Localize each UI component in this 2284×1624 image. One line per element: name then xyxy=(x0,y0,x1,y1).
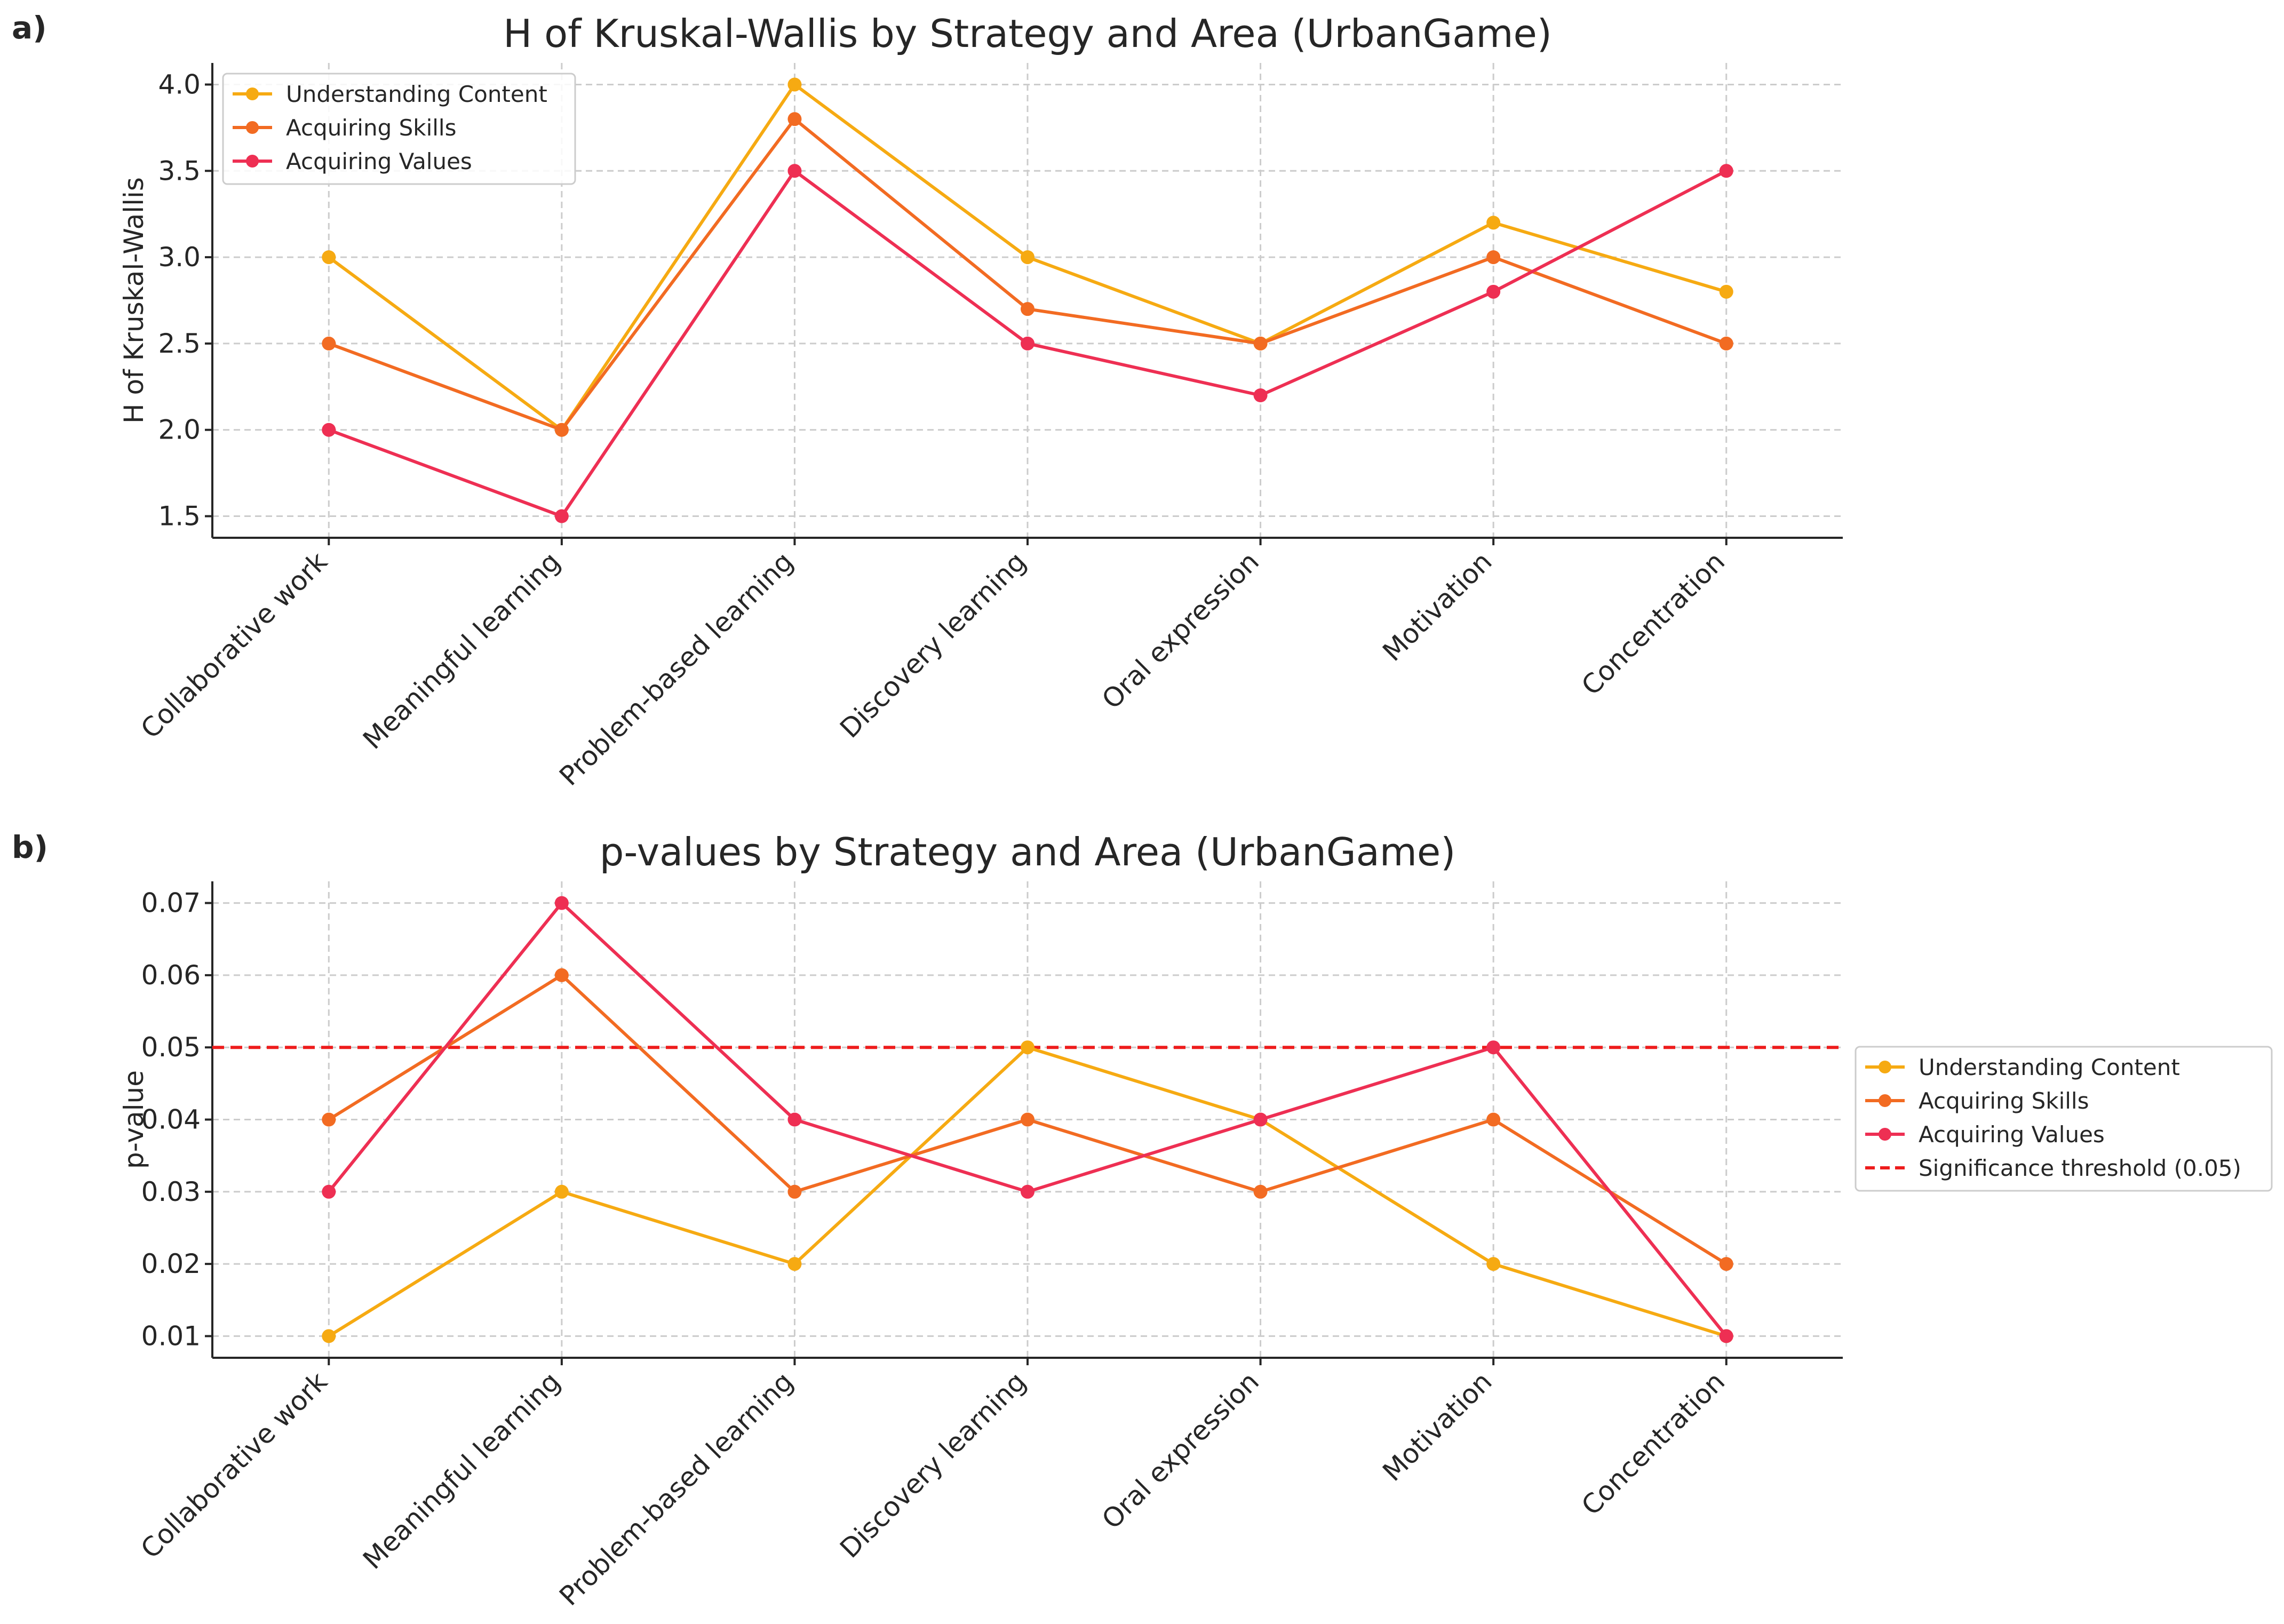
data-point xyxy=(1719,336,1733,351)
y-tick-label: 4.0 xyxy=(158,69,201,100)
data-point xyxy=(322,250,336,265)
legend-label: Acquiring Values xyxy=(1919,1121,2105,1148)
data-point xyxy=(787,77,802,92)
y-tick-label: 0.04 xyxy=(141,1104,201,1135)
legend-label: Acquiring Skills xyxy=(286,115,456,141)
data-point xyxy=(554,1184,569,1199)
data-point xyxy=(787,1184,802,1199)
y-tick-label: 2.5 xyxy=(158,328,201,359)
data-point xyxy=(1486,1040,1501,1055)
legend-item: Understanding Content xyxy=(233,81,547,107)
legend-swatch-marker xyxy=(246,121,259,134)
legend-item: Understanding Content xyxy=(1865,1054,2180,1080)
data-point xyxy=(1486,284,1501,299)
data-point xyxy=(322,423,336,437)
legend-item: Acquiring Values xyxy=(1865,1121,2105,1148)
y-tick-label: 3.5 xyxy=(158,155,201,186)
legend-item: Acquiring Values xyxy=(233,148,472,174)
data-point xyxy=(1719,1257,1733,1271)
y-tick-label: 0.07 xyxy=(141,888,201,919)
y-tick-label: 2.0 xyxy=(158,415,201,445)
data-point xyxy=(1253,388,1268,402)
y-tick-label: 0.06 xyxy=(141,960,201,991)
data-point xyxy=(1253,336,1268,351)
y-tick-label: 3.0 xyxy=(158,242,201,273)
legend-label: Understanding Content xyxy=(1919,1054,2180,1080)
y-tick-label: 0.05 xyxy=(141,1032,201,1063)
data-point xyxy=(1021,302,1034,316)
data-point xyxy=(1719,1329,1733,1343)
data-point xyxy=(322,1184,336,1199)
data-point xyxy=(1021,1184,1034,1199)
data-point xyxy=(1486,250,1501,265)
chart-title: H of Kruskal-Wallis by Strategy and Area… xyxy=(503,11,1552,56)
legend-swatch-marker xyxy=(1879,1094,1891,1107)
data-point xyxy=(1021,250,1034,265)
data-point xyxy=(787,112,802,126)
legend-item: Acquiring Skills xyxy=(1865,1088,2089,1114)
y-tick-label: 1.5 xyxy=(158,501,201,532)
data-point xyxy=(787,1112,802,1127)
data-point xyxy=(322,336,336,351)
data-point xyxy=(787,164,802,178)
data-point xyxy=(322,1112,336,1127)
data-point xyxy=(554,968,569,982)
legend-label: Significance threshold (0.05) xyxy=(1919,1155,2241,1181)
y-axis-label: H of Kruskal-Wallis xyxy=(118,177,149,424)
data-point xyxy=(1719,164,1733,178)
data-point xyxy=(1021,336,1034,351)
y-tick-label: 0.01 xyxy=(141,1320,201,1351)
y-axis-label: p-value xyxy=(118,1070,149,1169)
y-tick-label: 0.03 xyxy=(141,1176,201,1207)
legend-swatch-marker xyxy=(246,155,259,168)
data-point xyxy=(1253,1112,1268,1127)
panel-tag: a) xyxy=(12,10,47,46)
legend-label: Understanding Content xyxy=(286,81,547,107)
data-point xyxy=(554,896,569,910)
data-point xyxy=(322,1329,336,1343)
panel-tag: b) xyxy=(12,829,48,865)
chart-title: p-values by Strategy and Area (UrbanGame… xyxy=(600,830,1456,874)
series-skills xyxy=(322,968,1733,1271)
data-point xyxy=(554,509,569,523)
series-values xyxy=(322,896,1733,1343)
data-point xyxy=(1719,284,1733,299)
y-tick-label: 0.02 xyxy=(141,1248,201,1279)
legend-label: Acquiring Values xyxy=(286,148,472,174)
data-point xyxy=(1253,1184,1268,1199)
legend-box xyxy=(1855,1046,2273,1192)
series-skills xyxy=(322,112,1733,437)
legend-item: Significance threshold (0.05) xyxy=(1865,1155,2241,1181)
legend-item: Acquiring Skills xyxy=(233,115,456,141)
data-point xyxy=(554,423,569,437)
data-point xyxy=(1021,1112,1034,1127)
data-point xyxy=(1021,1040,1034,1055)
data-point xyxy=(1486,216,1501,230)
data-point xyxy=(1486,1112,1501,1127)
series-values xyxy=(322,164,1733,523)
legend-swatch-marker xyxy=(246,87,259,100)
legend-swatch-marker xyxy=(1879,1128,1891,1141)
legend: Understanding Content Acquiring Skills Acq… xyxy=(222,73,576,185)
legend-box xyxy=(222,73,576,185)
legend-label: Acquiring Skills xyxy=(1919,1088,2089,1114)
data-point xyxy=(787,1257,802,1271)
data-point xyxy=(1486,1257,1501,1271)
legend: Understanding Content Acquiring Skills Acq… xyxy=(1855,1046,2273,1192)
legend-swatch-marker xyxy=(1879,1061,1891,1073)
